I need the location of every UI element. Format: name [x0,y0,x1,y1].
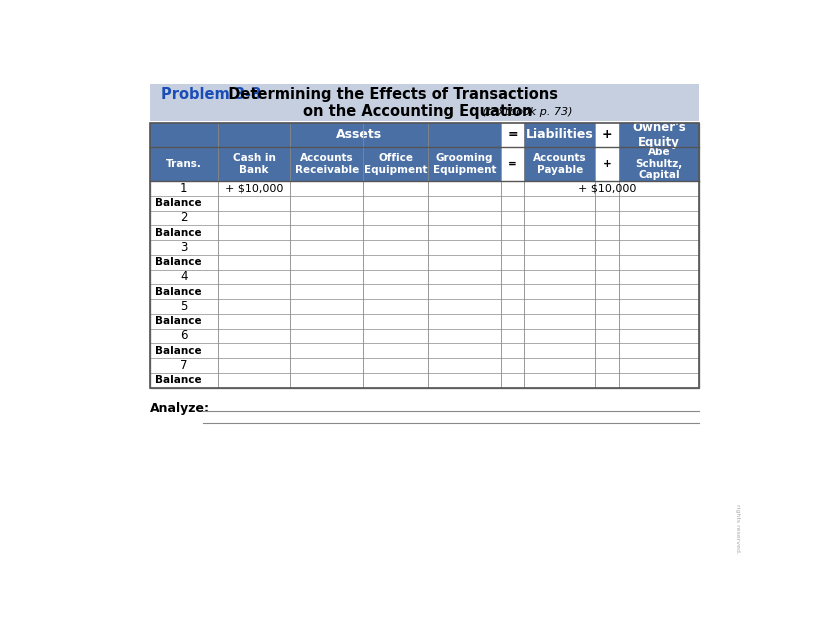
FancyBboxPatch shape [523,146,595,181]
FancyBboxPatch shape [500,123,523,146]
Text: Owner's
Equity: Owner's Equity [631,121,685,149]
Text: Accounts
Payable: Accounts Payable [533,153,586,174]
Text: Balance: Balance [155,287,201,296]
FancyBboxPatch shape [150,123,698,388]
Text: 7: 7 [179,359,187,372]
Text: =: = [508,158,516,169]
Text: 6: 6 [179,330,187,343]
Text: 5: 5 [179,300,187,313]
Text: +: + [601,128,612,141]
Text: Office
Equipment: Office Equipment [363,153,427,174]
Text: Trans.: Trans. [165,158,201,169]
FancyBboxPatch shape [618,123,698,146]
Text: Problem 3-8: Problem 3-8 [161,88,261,102]
Text: Balance: Balance [155,375,201,385]
FancyBboxPatch shape [428,146,500,181]
Text: 1: 1 [179,182,187,195]
Text: 4: 4 [179,270,187,284]
Text: + $10,000: + $10,000 [225,183,283,194]
FancyBboxPatch shape [150,123,218,146]
FancyBboxPatch shape [150,146,218,181]
Text: + $10,000: + $10,000 [577,183,635,194]
FancyBboxPatch shape [618,146,698,181]
Text: Grooming
Equipment: Grooming Equipment [433,153,495,174]
Text: Balance: Balance [155,227,201,238]
Text: 2: 2 [179,212,187,224]
Text: Cash in
Bank: Cash in Bank [232,153,275,174]
Text: Assets: Assets [336,128,382,141]
Text: rights reserved.: rights reserved. [734,504,739,554]
Text: Abe
Schultz,
Capital: Abe Schultz, Capital [634,147,681,180]
Text: Balance: Balance [155,316,201,327]
FancyBboxPatch shape [523,123,595,146]
FancyBboxPatch shape [218,123,500,146]
Text: Determining the Effects of Transactions: Determining the Effects of Transactions [218,88,557,102]
Text: =: = [507,128,518,141]
FancyBboxPatch shape [500,146,523,181]
FancyBboxPatch shape [595,123,618,146]
FancyBboxPatch shape [150,84,698,121]
Text: Liabilities: Liabilities [525,128,593,141]
FancyBboxPatch shape [363,146,428,181]
Text: 3: 3 [179,241,187,254]
Text: Balance: Balance [155,257,201,267]
Text: Analyze:: Analyze: [150,403,209,415]
Text: (textbook p. 73): (textbook p. 73) [478,107,571,117]
FancyBboxPatch shape [218,146,290,181]
FancyBboxPatch shape [290,146,363,181]
Text: on the Accounting Equation: on the Accounting Equation [303,105,532,119]
Text: Balance: Balance [155,198,201,208]
Text: +: + [602,158,610,169]
Text: Accounts
Receivable: Accounts Receivable [294,153,359,174]
Text: Balance: Balance [155,346,201,356]
FancyBboxPatch shape [595,146,618,181]
